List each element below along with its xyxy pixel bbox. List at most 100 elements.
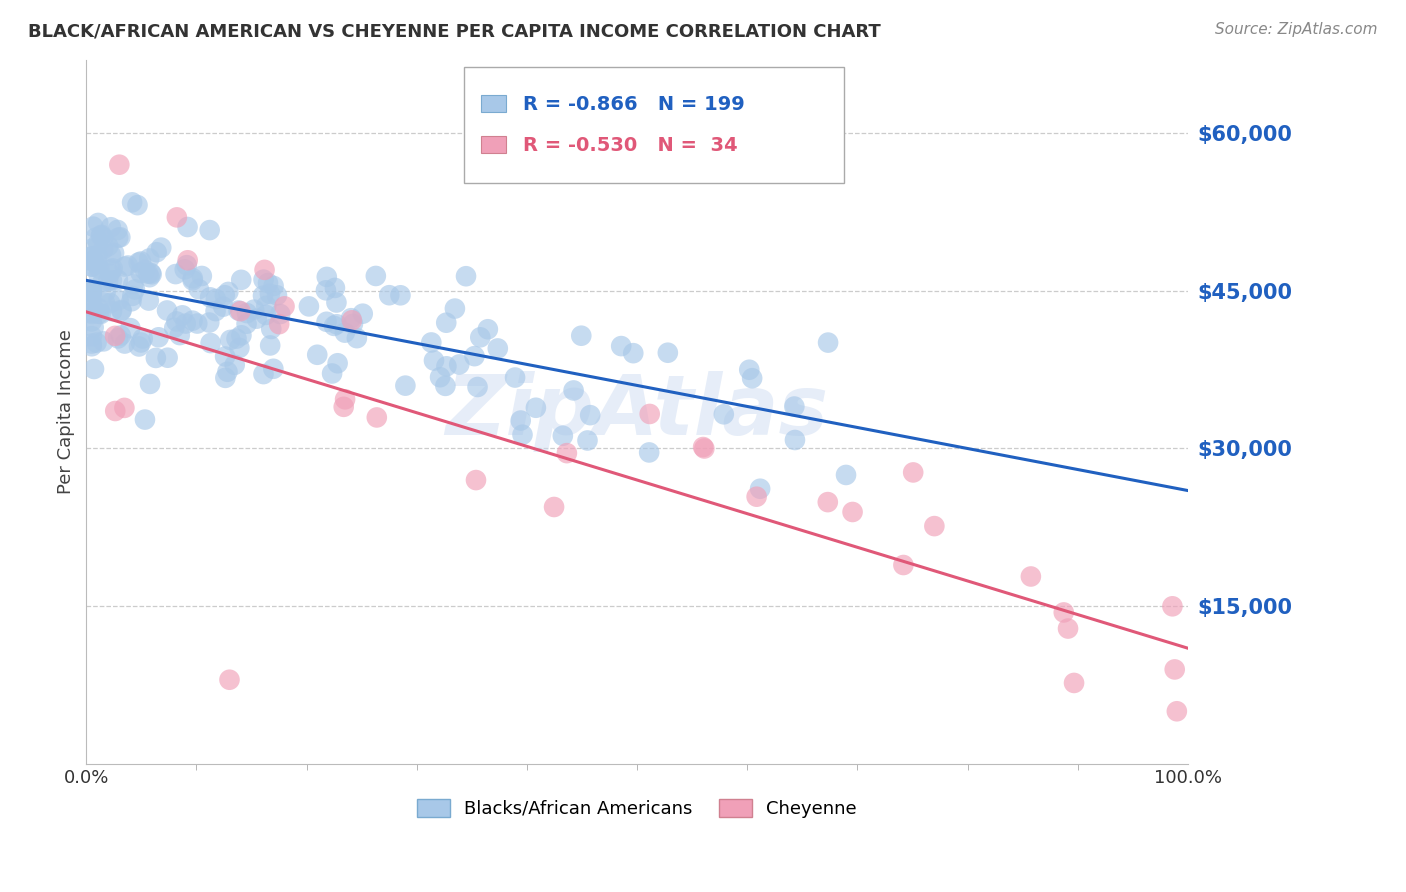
Point xyxy=(121,195,143,210)
Point xyxy=(80,260,103,274)
Point xyxy=(236,306,259,320)
Point xyxy=(562,384,585,398)
Point xyxy=(163,320,186,334)
Point xyxy=(340,313,363,327)
Point xyxy=(231,273,253,287)
Point xyxy=(83,320,105,334)
Point xyxy=(90,228,112,243)
Point xyxy=(610,339,633,353)
Point xyxy=(121,289,143,303)
Point xyxy=(107,331,129,345)
Point xyxy=(924,519,946,533)
Point xyxy=(86,249,108,263)
Point xyxy=(273,299,295,313)
Point xyxy=(94,296,117,310)
Point xyxy=(503,370,526,384)
Point xyxy=(101,273,124,287)
Point xyxy=(901,466,924,480)
Point xyxy=(243,302,266,317)
Point xyxy=(156,351,179,365)
Point xyxy=(90,307,112,321)
Point xyxy=(509,413,531,427)
Point xyxy=(449,358,471,372)
Point xyxy=(107,223,129,237)
Point xyxy=(893,558,915,572)
Point xyxy=(112,401,135,415)
Point xyxy=(551,429,574,443)
Point xyxy=(467,380,489,394)
Point xyxy=(100,262,122,277)
Point xyxy=(420,335,443,350)
Y-axis label: Per Capita Income: Per Capita Income xyxy=(58,329,75,494)
Point xyxy=(97,239,120,253)
Point xyxy=(198,223,221,237)
Point xyxy=(181,273,204,287)
Point xyxy=(340,311,363,326)
Point xyxy=(366,410,388,425)
Point xyxy=(333,392,356,407)
Point xyxy=(107,273,129,287)
Point xyxy=(82,254,104,268)
Point xyxy=(80,254,103,268)
Point xyxy=(783,433,806,447)
Point xyxy=(139,266,162,280)
Point xyxy=(269,317,291,331)
Point xyxy=(110,302,132,317)
Point xyxy=(80,336,103,351)
Point xyxy=(128,255,150,269)
Point xyxy=(91,243,114,257)
Point xyxy=(136,267,159,281)
Point xyxy=(364,268,387,283)
Legend: Blacks/African Americans, Cheyenne: Blacks/African Americans, Cheyenne xyxy=(411,791,865,825)
Point xyxy=(579,408,602,422)
Point xyxy=(693,442,716,456)
Point xyxy=(122,277,145,292)
Point xyxy=(120,294,142,309)
Point xyxy=(101,304,124,318)
Point xyxy=(139,376,162,391)
Point xyxy=(93,334,115,349)
Point xyxy=(224,358,246,372)
Point xyxy=(181,313,204,327)
Text: R = -0.530   N =  34: R = -0.530 N = 34 xyxy=(523,136,738,155)
Point xyxy=(576,434,599,448)
Point xyxy=(129,335,152,350)
Point xyxy=(524,401,547,415)
Point xyxy=(1053,606,1076,620)
Point xyxy=(128,339,150,353)
Point xyxy=(219,333,242,347)
Point xyxy=(512,427,534,442)
Point xyxy=(145,245,167,260)
Point xyxy=(266,288,288,302)
Point xyxy=(87,268,110,282)
Point xyxy=(165,267,187,281)
Point xyxy=(749,482,772,496)
Point xyxy=(148,330,170,344)
Point xyxy=(252,367,274,381)
Point xyxy=(621,346,644,360)
Point xyxy=(307,348,329,362)
Point xyxy=(229,304,252,318)
Point xyxy=(114,336,136,351)
Point xyxy=(235,317,257,331)
Point xyxy=(321,367,343,381)
Point xyxy=(436,359,458,374)
Point xyxy=(378,288,401,302)
Point xyxy=(454,269,477,284)
Point xyxy=(86,257,108,271)
Point xyxy=(253,263,276,277)
Point xyxy=(198,290,221,304)
Point xyxy=(200,336,222,351)
Text: ZipAtlas: ZipAtlas xyxy=(446,371,828,452)
Point xyxy=(187,282,209,296)
Point xyxy=(214,288,236,302)
Point xyxy=(134,412,156,426)
Point xyxy=(186,317,208,331)
Point xyxy=(98,296,121,310)
Point xyxy=(107,230,129,244)
Point xyxy=(138,252,160,266)
Point xyxy=(817,335,839,350)
Point xyxy=(315,283,337,297)
Point xyxy=(198,316,221,330)
Point xyxy=(138,270,160,285)
